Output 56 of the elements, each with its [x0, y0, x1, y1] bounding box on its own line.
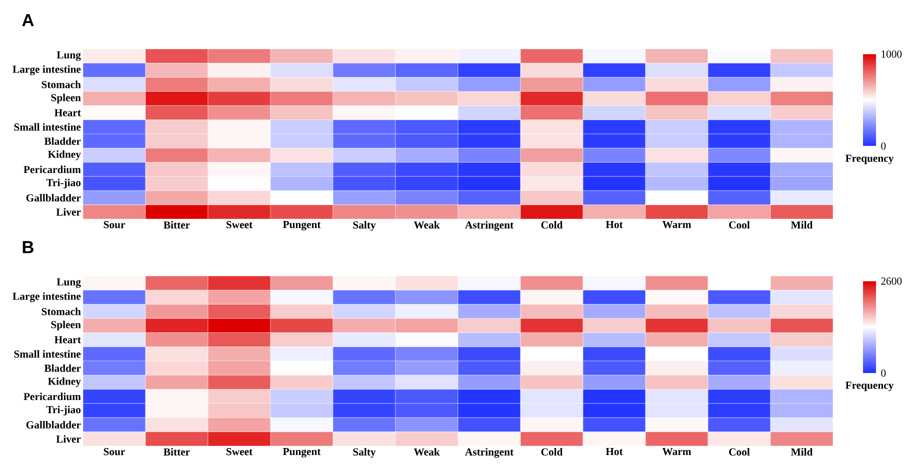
- x-tick-label: Cool: [729, 221, 750, 229]
- x-tick-label: Sour: [104, 448, 125, 456]
- y-tick-label: Stomach: [42, 80, 81, 88]
- x-tick-label: Sweet: [226, 448, 253, 456]
- x-tick-label: Mild: [790, 221, 813, 229]
- y-tick-label: Large intestine: [12, 65, 81, 76]
- x-tick-label: Bitter: [164, 448, 190, 456]
- y-tick-label: Bladder: [44, 137, 81, 145]
- x-tick-label: Cold: [541, 221, 563, 229]
- x-tick-label: Warm: [662, 221, 692, 228]
- y-tick-label: Heart: [54, 336, 81, 344]
- y-tick-label: Tri-jiao: [46, 406, 81, 416]
- x-tick-label: Hot: [606, 448, 623, 456]
- y-tick-label: Large intestine: [12, 292, 81, 302]
- y-tick-label: Pericardium: [24, 166, 81, 174]
- color-bar-label: 2600: [881, 278, 902, 285]
- x-tick-label: Mild: [790, 448, 813, 456]
- y-tick-label: Kidney: [48, 150, 81, 160]
- y-tick-label: Gallbladder: [26, 420, 81, 429]
- x-tick-label: Hot: [606, 221, 623, 228]
- x-tick-label: Pungent: [282, 221, 321, 230]
- x-tick-label: Warm: [662, 448, 692, 456]
- x-tick-label: Astringent: [465, 448, 514, 458]
- x-tick-label: Cool: [729, 448, 750, 456]
- x-tick-label: Pungent: [282, 448, 321, 458]
- y-tick-label: Spleen: [51, 320, 81, 330]
- y-tick-label: Spleen: [51, 94, 81, 104]
- y-tick-label: Tri-jiao: [46, 178, 81, 188]
- x-tick-label: Sweet: [226, 221, 253, 228]
- color-bar-title: Frequency: [845, 382, 894, 392]
- y-tick-label: Stomach: [42, 308, 81, 316]
- y-tick-label: Liver: [56, 435, 81, 443]
- y-tick-label: Small intestine: [14, 123, 81, 131]
- x-tick-label: Cold: [541, 448, 563, 456]
- y-tick-label: Bladder: [44, 364, 81, 372]
- chart-title: A: [22, 14, 34, 26]
- color-bar-label: 1000: [882, 50, 902, 58]
- x-tick-label: Salty: [353, 221, 376, 231]
- color-bar-title: Frequency: [845, 154, 894, 164]
- color-bar-label: 0: [881, 142, 886, 150]
- x-tick-label: Sour: [104, 221, 125, 228]
- x-tick-label: Weak: [414, 448, 440, 456]
- y-tick-label: Pericardium: [24, 392, 81, 400]
- x-tick-label: Weak: [414, 221, 440, 229]
- y-tick-label: Kidney: [48, 377, 81, 388]
- y-tick-label: Liver: [56, 208, 81, 216]
- x-tick-label: Salty: [353, 448, 376, 458]
- x-tick-label: Bitter: [164, 221, 190, 229]
- y-tick-label: Gallbladder: [26, 194, 81, 202]
- y-tick-label: Small intestine: [14, 350, 81, 358]
- x-tick-label: Astringent: [465, 221, 514, 231]
- y-tick-label: Lung: [56, 278, 81, 288]
- color-bar-label: 0: [881, 370, 886, 377]
- chart-title: B: [22, 241, 34, 254]
- y-tick-label: Lung: [56, 51, 81, 61]
- y-tick-label: Heart: [54, 109, 81, 116]
